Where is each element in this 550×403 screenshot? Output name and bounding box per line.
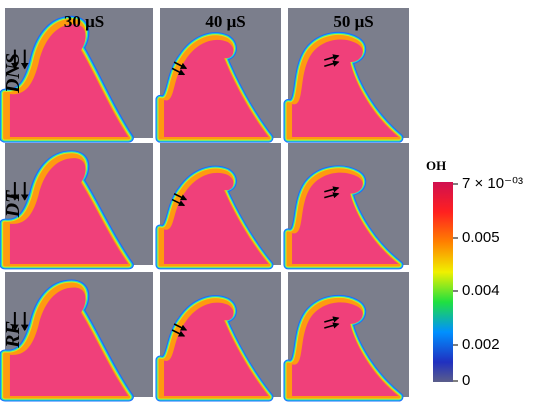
panel bbox=[0, 272, 153, 402]
panel bbox=[0, 143, 153, 270]
panel bbox=[283, 272, 409, 402]
flame-core bbox=[164, 39, 269, 137]
flame-core bbox=[164, 302, 269, 396]
flame-core bbox=[292, 39, 399, 137]
flame-front bbox=[155, 165, 274, 270]
arrow bbox=[171, 329, 186, 337]
colorbar-tick-label: 7 × 10⁻⁰³ bbox=[462, 175, 523, 192]
flame-front bbox=[0, 150, 134, 270]
arrow bbox=[324, 54, 340, 61]
arrow bbox=[324, 60, 340, 68]
flame-front bbox=[283, 165, 404, 270]
row-label: DT bbox=[2, 190, 24, 218]
panel bbox=[283, 143, 409, 270]
flame-front bbox=[0, 15, 134, 143]
arrow bbox=[324, 322, 340, 329]
arrow bbox=[171, 67, 186, 76]
colorbar-tick-label: 0 bbox=[462, 372, 470, 389]
row-label: RF bbox=[2, 321, 24, 349]
arrow bbox=[324, 192, 340, 199]
colorbar bbox=[433, 182, 453, 382]
arrow bbox=[171, 198, 186, 207]
flame-front bbox=[283, 31, 404, 143]
colorbar-tick-label: 0.002 bbox=[462, 336, 500, 353]
panel bbox=[155, 8, 281, 143]
flame-front bbox=[155, 32, 274, 143]
panel bbox=[283, 8, 409, 143]
flame-core bbox=[164, 172, 269, 265]
panel bbox=[155, 143, 281, 270]
panel bbox=[0, 8, 153, 143]
flame-core bbox=[9, 24, 129, 137]
column-header: 50 μS bbox=[333, 12, 373, 31]
column-header: 30 μS bbox=[64, 12, 104, 31]
flame-core bbox=[292, 172, 399, 265]
flame-core bbox=[292, 302, 399, 396]
arrow bbox=[173, 61, 188, 70]
colorbar-title: OH bbox=[426, 158, 446, 173]
arrow bbox=[173, 193, 188, 201]
flame-front bbox=[155, 295, 274, 402]
colorbar-tick-label: 0.004 bbox=[462, 282, 500, 299]
flame-core bbox=[9, 158, 129, 265]
flame-core bbox=[9, 287, 129, 396]
flame-front bbox=[283, 294, 404, 402]
panel bbox=[155, 272, 281, 402]
flame-front bbox=[0, 279, 134, 402]
arrow bbox=[173, 323, 188, 331]
colorbar-tick-label: 0.005 bbox=[462, 229, 500, 246]
arrow bbox=[324, 316, 340, 323]
column-header: 40 μS bbox=[205, 12, 245, 31]
arrow bbox=[324, 186, 340, 193]
row-label: DNS bbox=[2, 53, 24, 94]
